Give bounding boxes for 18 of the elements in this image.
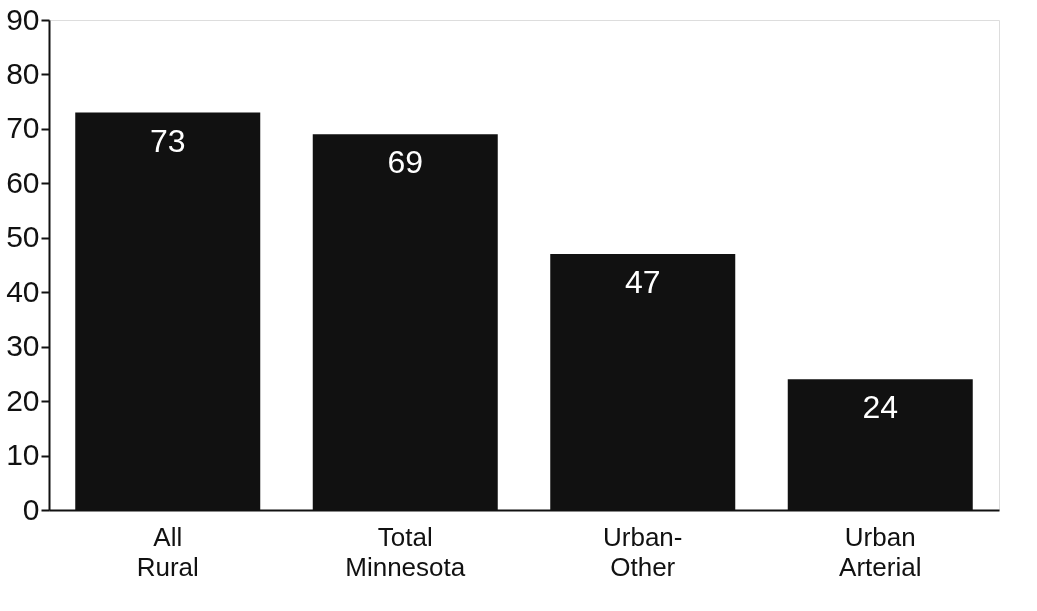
- data-label: 69: [387, 144, 424, 181]
- x-tick-label: Urban- Other: [603, 521, 683, 582]
- y-tick-label: 80: [6, 56, 40, 90]
- data-label: 73: [149, 122, 186, 159]
- y-tick-label: 10: [6, 438, 40, 472]
- x-tick-label: All Rural: [136, 521, 199, 582]
- y-tick-label: 70: [6, 111, 40, 145]
- x-tick-label: Total Minnesota: [345, 521, 466, 582]
- y-tick-label: 30: [6, 329, 40, 363]
- data-label: 47: [624, 264, 661, 301]
- data-label: 24: [862, 389, 899, 426]
- y-tick-label: 20: [6, 383, 40, 417]
- y-tick-label: 50: [6, 220, 40, 254]
- x-tick-label: Urban Arterial: [839, 521, 922, 582]
- y-tick-label: 60: [6, 165, 40, 199]
- y-tick-label: 90: [6, 2, 40, 36]
- y-tick-label: 40: [6, 274, 40, 308]
- y-tick-label: 0: [22, 492, 40, 526]
